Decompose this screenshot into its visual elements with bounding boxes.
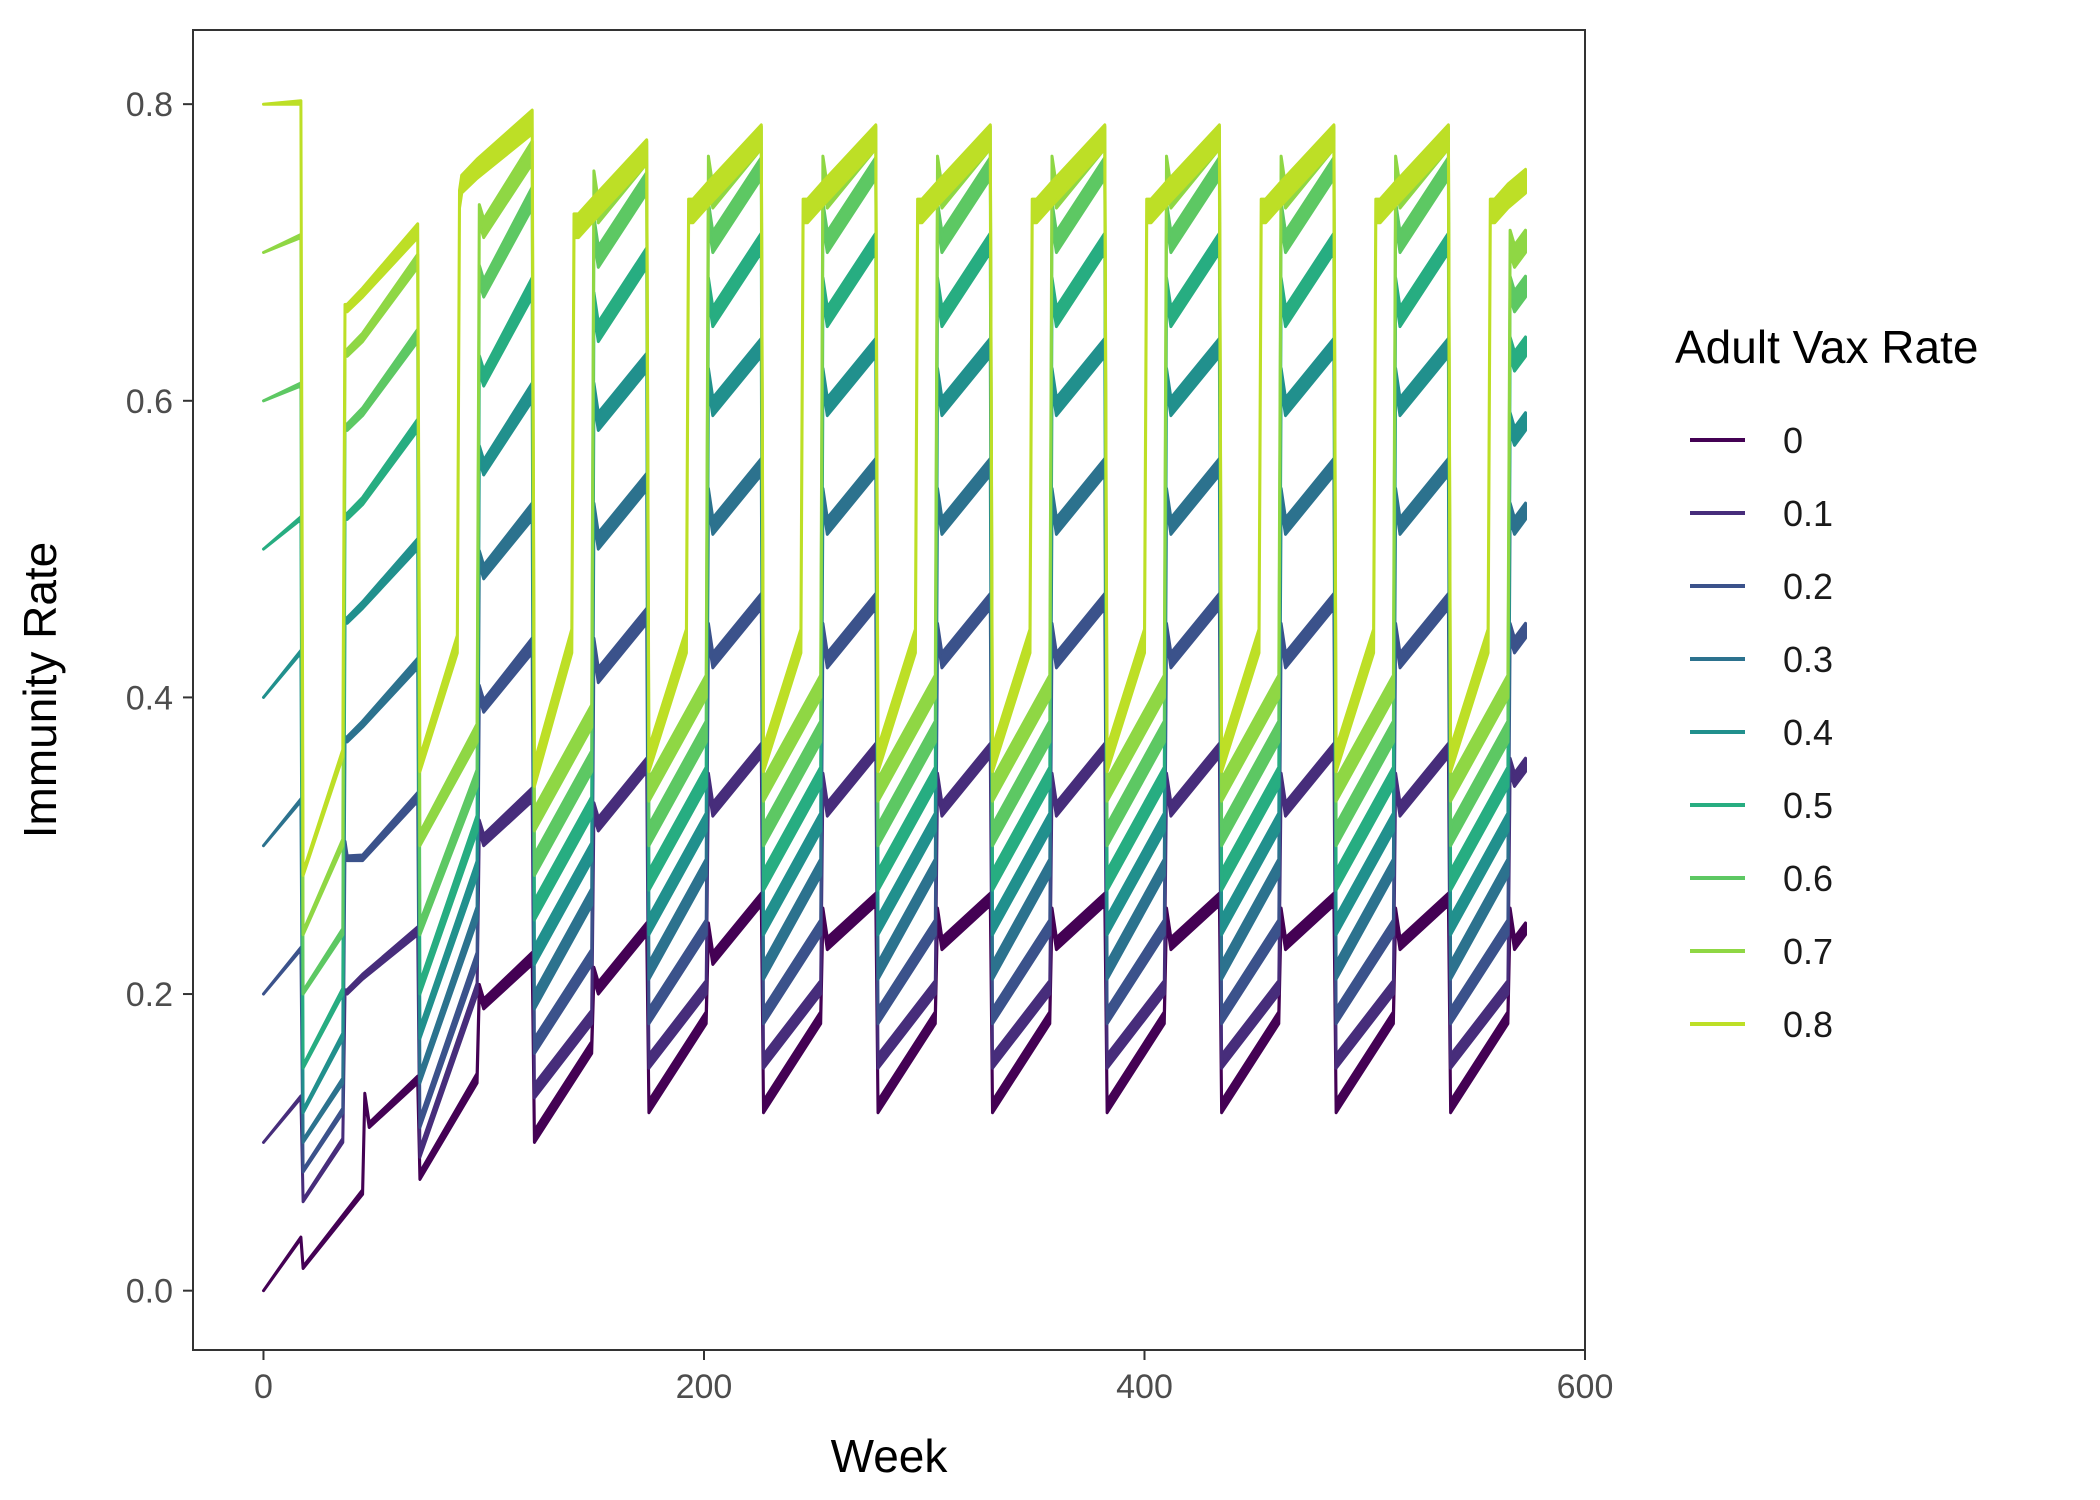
legend-title: Adult Vax Rate xyxy=(1675,321,1978,373)
x-axis: 0 200 400 600 xyxy=(254,1350,1613,1406)
y-axis-title: Immunity Rate xyxy=(14,542,66,839)
series-0-7 xyxy=(262,124,1527,937)
legend-label: 0 xyxy=(1783,420,1803,461)
plot-panel-border xyxy=(192,29,1586,1351)
series-0-8 xyxy=(262,99,1527,877)
legend-label: 0.1 xyxy=(1783,493,1833,534)
series-line xyxy=(262,99,1527,877)
legend-item: 0 xyxy=(1690,420,1803,461)
legend-label: 0.5 xyxy=(1783,785,1833,826)
legend-item: 0.1 xyxy=(1690,493,1833,534)
series-0-1 xyxy=(262,741,1527,1204)
legend-label: 0.4 xyxy=(1783,712,1833,753)
legend-item: 0.6 xyxy=(1690,858,1833,899)
legend-item: 0.4 xyxy=(1690,712,1833,753)
y-tick-label: 0.2 xyxy=(126,976,173,1014)
y-tick-label: 0.6 xyxy=(126,383,173,421)
legend-item: 0.7 xyxy=(1690,931,1833,972)
legend-label: 0.6 xyxy=(1783,858,1833,899)
y-tick-label: 0.8 xyxy=(126,86,173,124)
x-tick-label: 0 xyxy=(254,1368,273,1406)
y-axis: 0.0 0.2 0.4 0.6 0.8 xyxy=(126,86,193,1311)
x-tick-label: 600 xyxy=(1557,1368,1614,1406)
legend-label: 0.8 xyxy=(1783,1004,1833,1045)
series-layer xyxy=(262,99,1527,1293)
y-tick-label: 0.4 xyxy=(126,679,173,717)
x-tick-label: 400 xyxy=(1116,1368,1173,1406)
legend: Adult Vax Rate 0 0.1 0.2 0.3 0.4 0.5 0.6 0.7 0.8 xyxy=(1675,321,1978,1045)
legend-label: 0.2 xyxy=(1783,566,1833,607)
legend-item: 0.5 xyxy=(1690,785,1833,826)
legend-item: 0.3 xyxy=(1690,639,1833,680)
x-tick-label: 200 xyxy=(676,1368,733,1406)
y-tick-label: 0.0 xyxy=(126,1273,173,1311)
series-line xyxy=(262,124,1527,937)
legend-item: 0.8 xyxy=(1690,1004,1833,1045)
x-axis-title: Week xyxy=(831,1430,949,1482)
legend-label: 0.3 xyxy=(1783,639,1833,680)
legend-label: 0.7 xyxy=(1783,931,1833,972)
legend-item: 0.2 xyxy=(1690,566,1833,607)
series-line xyxy=(262,741,1527,1204)
